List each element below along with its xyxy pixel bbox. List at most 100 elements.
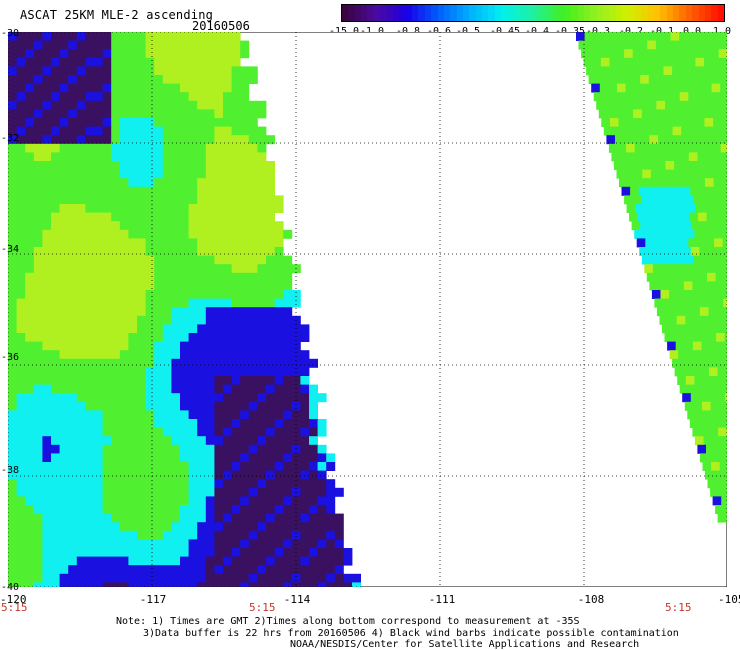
wind-cell — [171, 66, 181, 76]
wind-cell — [42, 212, 52, 222]
wind-cell — [300, 384, 310, 394]
wind-cell — [334, 513, 344, 523]
wind-cell — [720, 436, 727, 446]
wind-cell — [665, 307, 675, 317]
wind-cell — [94, 444, 103, 454]
wind-cell — [214, 487, 224, 497]
wind-cell — [68, 100, 78, 110]
wind-cell — [8, 161, 17, 170]
wind-cell — [68, 324, 78, 334]
wind-cell — [231, 530, 241, 540]
wind-cell — [670, 324, 680, 334]
wind-cell — [85, 255, 95, 265]
wind-cell — [283, 505, 293, 514]
wind-cell — [266, 565, 275, 575]
wind-cell — [680, 212, 690, 222]
wind-cell — [128, 573, 138, 583]
wind-cell — [111, 496, 121, 506]
wind-cell — [85, 238, 95, 248]
wind-cell — [214, 298, 224, 308]
wind-cell — [25, 444, 35, 454]
wind-cell — [25, 169, 35, 179]
wind-cell — [137, 272, 146, 282]
wind-cell — [223, 350, 232, 360]
wind-cell — [119, 238, 129, 248]
wind-cell — [716, 247, 726, 256]
wind-cell — [291, 513, 301, 523]
wind-cell — [197, 401, 207, 411]
wind-cell — [647, 100, 657, 110]
wind-cell — [266, 324, 275, 334]
wind-cell — [25, 152, 35, 162]
wind-cell — [119, 109, 129, 119]
wind-cell — [171, 281, 181, 291]
wind-cell — [676, 255, 686, 265]
wind-cell — [119, 83, 129, 93]
wind-cell — [688, 298, 698, 308]
wind-cell — [257, 582, 267, 587]
wind-cell — [646, 212, 656, 222]
wind-cell — [326, 479, 336, 489]
wind-cell — [102, 204, 112, 213]
wind-cell — [248, 505, 258, 514]
wind-cell — [231, 393, 241, 403]
wind-cell — [51, 496, 60, 506]
wind-cell — [684, 401, 694, 411]
wind-cell — [723, 152, 727, 162]
wind-cell — [240, 505, 250, 514]
wind-cell — [627, 32, 637, 41]
wind-cell — [42, 367, 52, 377]
wind-cell — [637, 212, 647, 222]
wind-cell — [162, 513, 172, 523]
wind-cell — [33, 410, 43, 420]
wind-cell — [128, 307, 138, 317]
wind-cell — [266, 453, 275, 463]
wind-cell — [85, 169, 95, 179]
wind-cell — [317, 393, 327, 403]
wind-cell — [8, 229, 17, 239]
wind-cell — [655, 40, 665, 50]
product-title: ASCAT 25KM MLE-2 ascending — [20, 8, 214, 22]
wind-cell — [180, 126, 189, 136]
wind-cell — [214, 393, 224, 403]
wind-cell — [188, 152, 198, 162]
wind-cell — [76, 186, 86, 196]
wind-cell — [180, 307, 189, 317]
wind-cell — [248, 444, 258, 454]
wind-cell — [76, 376, 86, 385]
wind-cell — [231, 57, 241, 67]
wind-cell — [257, 247, 267, 256]
wind-cell — [214, 221, 224, 231]
wind-cell — [223, 92, 232, 102]
wind-cell — [162, 161, 172, 170]
wind-cell — [8, 66, 17, 76]
wind-cell — [197, 487, 207, 497]
wind-cell — [85, 393, 95, 403]
wind-cell — [42, 247, 52, 256]
wind-cell — [8, 109, 17, 119]
wind-cell — [197, 384, 207, 394]
wind-cell — [188, 40, 198, 50]
wind-cell — [111, 212, 121, 222]
wind-cell — [197, 290, 207, 299]
wind-cell — [145, 462, 155, 471]
wind-cell — [653, 238, 663, 248]
wind-cell — [68, 143, 78, 153]
wind-cell — [85, 444, 95, 454]
wind-cell — [59, 419, 69, 428]
wind-cell — [145, 204, 155, 213]
wind-cell — [671, 152, 681, 162]
wind-cell — [711, 376, 721, 385]
wind-cell — [223, 83, 232, 93]
wind-cell — [197, 333, 207, 342]
wind-cell — [33, 358, 43, 368]
wind-cell — [678, 204, 688, 213]
wind-cell — [266, 522, 275, 532]
wind-cell — [33, 427, 43, 437]
wind-cell — [8, 393, 17, 403]
wind-cell — [25, 247, 35, 256]
wind-cell — [231, 341, 241, 351]
wind-cell — [85, 152, 95, 162]
wind-cell — [25, 487, 35, 497]
wind-cell — [180, 100, 189, 110]
